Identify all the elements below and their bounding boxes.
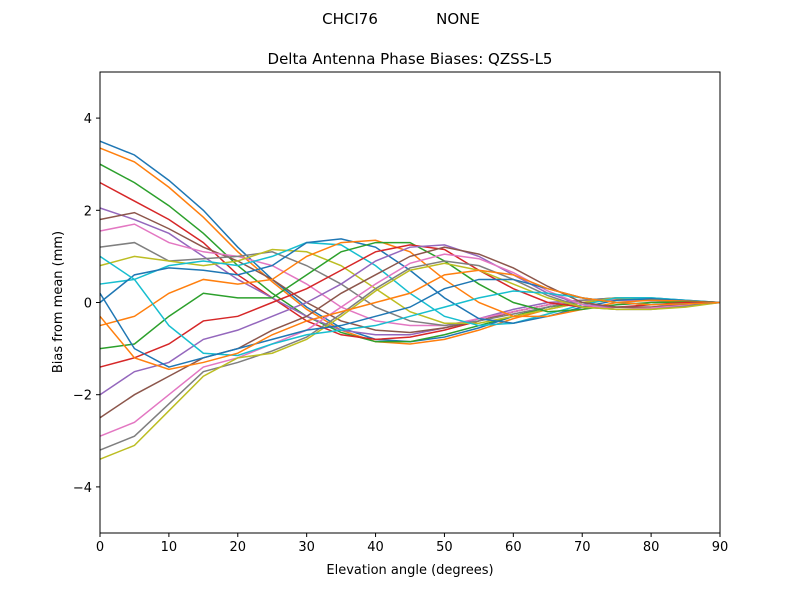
- x-tick-label: 80: [643, 540, 660, 555]
- x-tick-label: 40: [367, 540, 384, 555]
- x-tick-label: 90: [712, 540, 729, 555]
- y-tick-label: 4: [84, 112, 92, 127]
- y-tick-label: 2: [84, 204, 92, 219]
- x-tick-label: 50: [436, 540, 453, 555]
- series-line-19: [99, 262, 721, 460]
- series-line-7: [99, 223, 721, 327]
- y-tick-label: −4: [73, 481, 92, 496]
- chart-title: Delta Antenna Phase Biases: QZSS-L5: [268, 50, 553, 68]
- series-line-3: [99, 163, 721, 343]
- series-line-13: [99, 241, 721, 350]
- series-line-22: [99, 269, 721, 371]
- series-line-12: [99, 239, 721, 327]
- series-lines: [99, 140, 721, 460]
- x-tick-label: 30: [298, 540, 315, 555]
- y-axis-label: Bias from mean (mm): [51, 231, 66, 373]
- series-line-2: [99, 147, 721, 345]
- x-tick-label: 10: [161, 540, 178, 555]
- suptitle-left: CHCI76: [322, 10, 378, 28]
- series-line-9: [99, 248, 721, 324]
- x-axis-label: Elevation angle (degrees): [326, 563, 493, 578]
- x-tick-label: 20: [230, 540, 247, 555]
- series-line-18: [99, 260, 721, 451]
- x-tick-label: 70: [574, 540, 591, 555]
- x-tick-label: 60: [505, 540, 522, 555]
- suptitle-right: NONE: [436, 10, 480, 28]
- x-tick-label: 0: [96, 540, 104, 555]
- y-tick-label: 0: [84, 297, 92, 312]
- y-tick-label: −2: [73, 389, 92, 404]
- axis-ticks: 0 10 20 30 40 50 60 70 80 90 −4 −2 0 2 4: [73, 112, 728, 555]
- series-line-6: [99, 211, 721, 334]
- plot-frame: [99, 71, 721, 534]
